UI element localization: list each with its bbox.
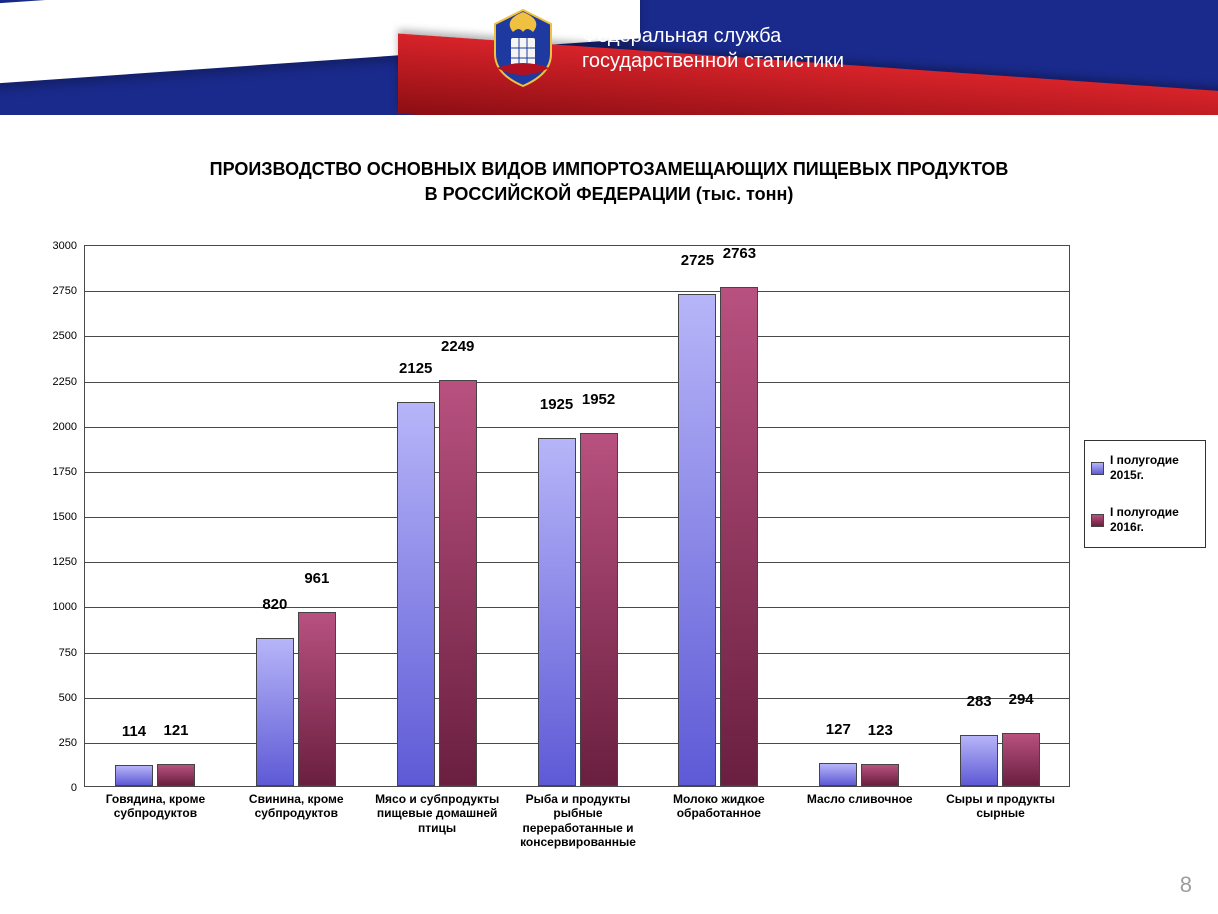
category-label: Молоко жидкое обработанное <box>648 792 789 821</box>
org-name: Федеральная служба государственной стати… <box>582 24 844 74</box>
bar-value-label: 121 <box>146 722 206 743</box>
y-axis-tick: 250 <box>37 737 77 749</box>
legend-swatch-icon <box>1091 514 1104 527</box>
bar-s2 <box>157 764 195 786</box>
bar-s1 <box>819 763 857 786</box>
bar-s1 <box>256 638 294 786</box>
bar-value-label: 294 <box>991 691 1051 712</box>
org-name-line2: государственной статистики <box>582 49 844 74</box>
rosstat-emblem-icon <box>487 8 559 88</box>
chart-title: ПРОИЗВОДСТВО ОСНОВНЫХ ВИДОВ ИМПОРТОЗАМЕЩ… <box>0 157 1218 207</box>
bar-s2 <box>580 433 618 786</box>
y-axis-tick: 1000 <box>37 601 77 613</box>
bar-value-label: 961 <box>287 570 347 591</box>
bar-s1 <box>960 735 998 786</box>
y-axis-tick: 3000 <box>37 240 77 252</box>
bar-value-label: 2125 <box>386 360 446 381</box>
org-name-line1: Федеральная служба <box>582 24 844 49</box>
y-axis-tick: 750 <box>37 647 77 659</box>
y-axis-tick: 2500 <box>37 330 77 342</box>
category-label: Свинина, кроме субпродуктов <box>226 792 367 821</box>
bar-s1 <box>397 402 435 786</box>
legend-item-2015: I полугодие 2015г. <box>1091 453 1199 483</box>
legend-swatch-icon <box>1091 462 1104 475</box>
legend-label: I полугодие 2015г. <box>1110 453 1199 483</box>
bar-s2 <box>298 612 336 786</box>
bar-s2 <box>1002 733 1040 786</box>
chart-title-line2: В РОССИЙСКОЙ ФЕДЕРАЦИИ (тыс. тонн) <box>0 182 1218 207</box>
bar-s1 <box>115 765 153 786</box>
bar-value-label: 2249 <box>428 338 488 359</box>
bar-value-label: 2763 <box>709 245 769 266</box>
header-banner: Федеральная служба государственной стати… <box>0 0 1218 115</box>
y-axis-tick: 2000 <box>37 421 77 433</box>
legend: I полугодие 2015г. I полугодие 2016г. <box>1084 440 1206 548</box>
legend-label: I полугодие 2016г. <box>1110 505 1199 535</box>
bar-s2 <box>439 380 477 786</box>
plot-area: 0250500750100012501500175020002250250027… <box>84 245 1070 787</box>
category-label: Масло сливочное <box>789 792 930 806</box>
category-label: Говядина, кроме субпродуктов <box>85 792 226 821</box>
y-axis-tick: 2750 <box>37 285 77 297</box>
y-axis-tick: 1750 <box>37 466 77 478</box>
page-number: 8 <box>1180 872 1192 898</box>
bar-chart: 0 250 500 750 1000 1250 1500 1750 2000 2250 2500 27… <box>40 245 1070 855</box>
legend-item-2016: I полугодие 2016г. <box>1091 505 1199 535</box>
category-label: Мясо и субпродукты пищевые домашней птиц… <box>367 792 508 835</box>
bar-value-label: 1952 <box>569 391 629 412</box>
bar-value-label: 820 <box>245 596 305 617</box>
y-axis-tick: 1500 <box>37 511 77 523</box>
bar-value-label: 123 <box>850 722 910 743</box>
category-label: Рыба и продукты рыбные переработанные и … <box>508 792 649 850</box>
y-axis-tick: 2250 <box>37 376 77 388</box>
chart-title-line1: ПРОИЗВОДСТВО ОСНОВНЫХ ВИДОВ ИМПОРТОЗАМЕЩ… <box>0 157 1218 182</box>
bar-s2 <box>861 764 899 786</box>
y-axis-tick: 0 <box>37 782 77 794</box>
category-label: Сыры и продукты сырные <box>930 792 1071 821</box>
y-axis-tick: 1250 <box>37 556 77 568</box>
bar-s1 <box>538 438 576 786</box>
bar-s2 <box>720 287 758 786</box>
bar-s1 <box>678 294 716 786</box>
y-axis-tick: 500 <box>37 692 77 704</box>
